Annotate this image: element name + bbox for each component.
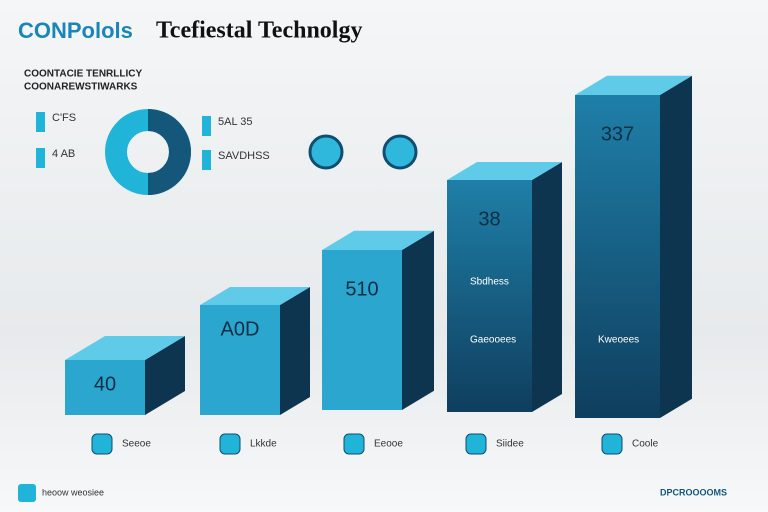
bar-side — [145, 336, 185, 415]
stat-icon — [202, 116, 211, 136]
footer-icon — [343, 433, 365, 455]
footer-icon — [601, 433, 623, 455]
bar-front — [322, 250, 402, 410]
stat-icon — [36, 112, 45, 132]
bar-side — [280, 287, 310, 415]
footer-icon — [91, 433, 113, 455]
stat-value: 5AL 35 — [218, 116, 252, 128]
bar-front — [575, 95, 660, 418]
subtitle: COONTACIE TENRLLICY — [24, 69, 142, 80]
brand: CONPolols — [18, 18, 133, 43]
bar-caption: Kweoees — [598, 335, 639, 346]
footer-left: heoow weosiee — [42, 487, 104, 497]
subtitle: COONAREWSTIWARKS — [24, 82, 138, 93]
footer-item: Eeooe — [374, 439, 403, 450]
bar-top — [447, 162, 562, 180]
bar-front — [200, 305, 280, 415]
footer-item: Lkkde — [250, 439, 277, 450]
footer-item: Coole — [632, 439, 659, 450]
footer-logo — [18, 484, 36, 502]
bar-caption: Sbdhess — [470, 277, 509, 288]
footer-item: Seeoe — [122, 439, 151, 450]
bar-top — [200, 287, 310, 305]
donut — [105, 109, 191, 195]
icon — [382, 134, 418, 170]
bar-side — [660, 75, 692, 419]
stat-icon — [202, 150, 211, 170]
stat-value: 4 AB — [52, 148, 75, 160]
footer-item: Siidee — [496, 439, 524, 450]
bar-side — [402, 230, 434, 410]
bar-top — [322, 230, 434, 250]
bar-label: A0D — [221, 318, 260, 340]
bar-front — [447, 180, 532, 412]
icon — [308, 134, 344, 170]
bar-front — [65, 360, 145, 415]
footer-right: DPCROOOOMS — [660, 487, 727, 497]
bar-label: 38 — [478, 208, 500, 230]
title: Tcefiestal Technolgy — [156, 18, 362, 44]
bar-label: 337 — [601, 123, 634, 145]
bar-label: 40 — [94, 373, 116, 395]
bar-side — [532, 162, 562, 412]
bar-top — [575, 75, 692, 95]
stat-icon — [36, 148, 45, 168]
footer-icon — [219, 433, 241, 455]
stat-value: C'FS — [52, 112, 76, 124]
stat-value: SAVDHSS — [218, 150, 270, 162]
bar-top — [65, 336, 185, 360]
bar-label: 510 — [345, 278, 378, 300]
bar-caption: Gaeooees — [470, 335, 516, 346]
footer-icon — [465, 433, 487, 455]
